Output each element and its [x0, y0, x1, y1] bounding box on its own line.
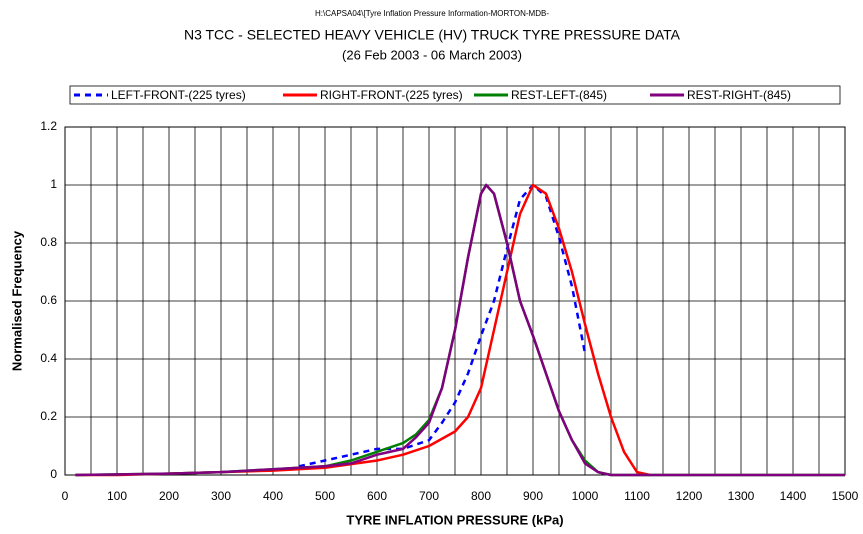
chart-title: N3 TCC - SELECTED HEAVY VEHICLE (HV) TRU… — [184, 27, 681, 43]
x-tick-label: 900 — [523, 489, 543, 503]
y-axis-label: Normalised Frequency — [9, 230, 24, 371]
x-axis-label: TYRE INFLATION PRESSURE (kPa) — [346, 512, 563, 527]
x-tick-label: 0 — [62, 489, 69, 503]
x-tick-label: 800 — [471, 489, 491, 503]
x-tick-label: 500 — [315, 489, 335, 503]
x-tick-label: 1400 — [780, 489, 807, 503]
x-tick-label: 1200 — [676, 489, 703, 503]
x-tick-label: 1100 — [624, 489, 650, 503]
chart-subtitle: (26 Feb 2003 - 06 March 2003) — [342, 47, 522, 62]
chart-supertitle: H:\CAPSA04\[Tyre Inflation Pressure Info… — [315, 9, 549, 18]
x-tick-label: 600 — [367, 489, 387, 503]
legend-box — [69, 85, 841, 105]
x-tick-label: 400 — [263, 489, 283, 503]
y-tick-label: 1.2 — [40, 119, 57, 133]
y-tick-label: 0.8 — [40, 235, 57, 249]
y-tick-label: 0.6 — [40, 293, 57, 307]
y-tick-label: 1 — [50, 177, 57, 191]
y-tick-label: 0.4 — [40, 351, 57, 365]
series-line — [75, 183, 845, 477]
legend-label: LEFT-FRONT-(225 tyres) — [111, 88, 246, 102]
y-tick-label: 0 — [50, 467, 57, 481]
x-tick-label: 300 — [211, 489, 231, 503]
series-line — [75, 183, 651, 477]
x-tick-label: 1500 — [832, 489, 859, 503]
x-tick-label: 200 — [159, 489, 179, 503]
series-line — [75, 183, 845, 477]
x-tick-label: 700 — [419, 489, 439, 503]
legend-label: RIGHT-FRONT-(225 tyres) — [320, 88, 463, 102]
y-tick-label: 0.2 — [40, 409, 57, 423]
legend-label: REST-LEFT-(845) — [511, 88, 607, 102]
x-tick-label: 1300 — [728, 489, 755, 503]
series-line — [298, 183, 587, 468]
x-tick-label: 100 — [107, 489, 127, 503]
plot-frame — [64, 126, 846, 476]
x-tick-label: 1000 — [572, 489, 599, 503]
legend-label: REST-RIGHT-(845) — [687, 88, 791, 102]
